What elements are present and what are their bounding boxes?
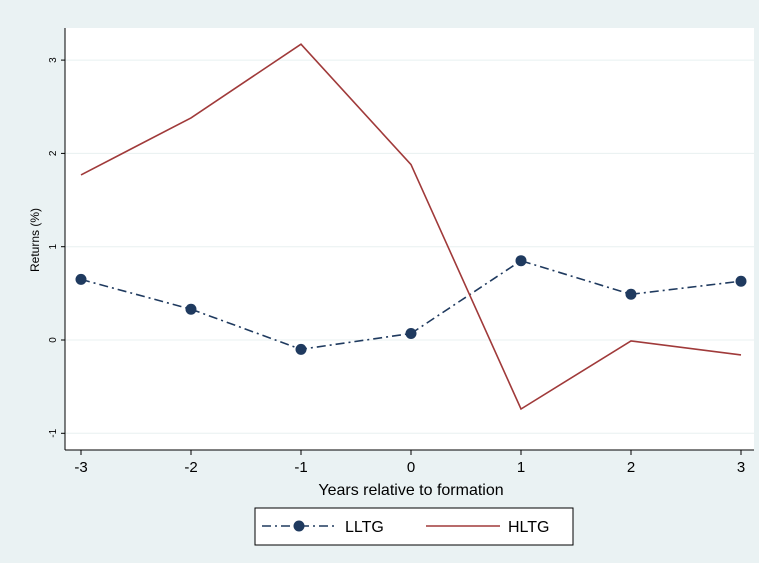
y-tick-label: -1: [48, 428, 59, 437]
y-tick-label: 2: [48, 150, 59, 156]
legend-marker-lltg: [293, 520, 305, 532]
plot-area: [65, 28, 754, 450]
y-tick-label: 1: [48, 243, 59, 249]
x-axis-label: Years relative to formation: [318, 482, 503, 499]
y-tick-label: 0: [48, 337, 59, 343]
series-line-hltg: [80, 43, 742, 411]
y-axis-label: Returns (%): [28, 208, 42, 272]
data-point-lltg: [735, 275, 747, 287]
data-point-lltg: [295, 343, 307, 355]
axes: -1 0 1 2 3 -3 -2 -1 0 1 2 3: [48, 28, 754, 476]
gridlines: [65, 59, 754, 434]
data-point-lltg: [405, 327, 417, 339]
x-tick-label: 3: [737, 459, 745, 476]
data-point-lltg: [185, 303, 197, 315]
legend-label-hltg: HLTG: [508, 519, 549, 536]
series: [75, 43, 747, 411]
data-point-lltg: [75, 273, 87, 285]
data-point-lltg: [515, 255, 527, 267]
legend: LLTG HLTG: [254, 507, 574, 546]
y-tick-label: 3: [48, 57, 59, 63]
x-tick-label: -3: [74, 459, 87, 476]
x-tick-label: -1: [294, 459, 307, 476]
x-tick-label: -2: [184, 459, 197, 476]
x-tick-label: 0: [407, 459, 415, 476]
data-point-lltg: [625, 288, 637, 300]
legend-label-lltg: LLTG: [345, 519, 384, 536]
x-tick-label: 1: [517, 459, 525, 476]
x-tick-label: 2: [627, 459, 635, 476]
